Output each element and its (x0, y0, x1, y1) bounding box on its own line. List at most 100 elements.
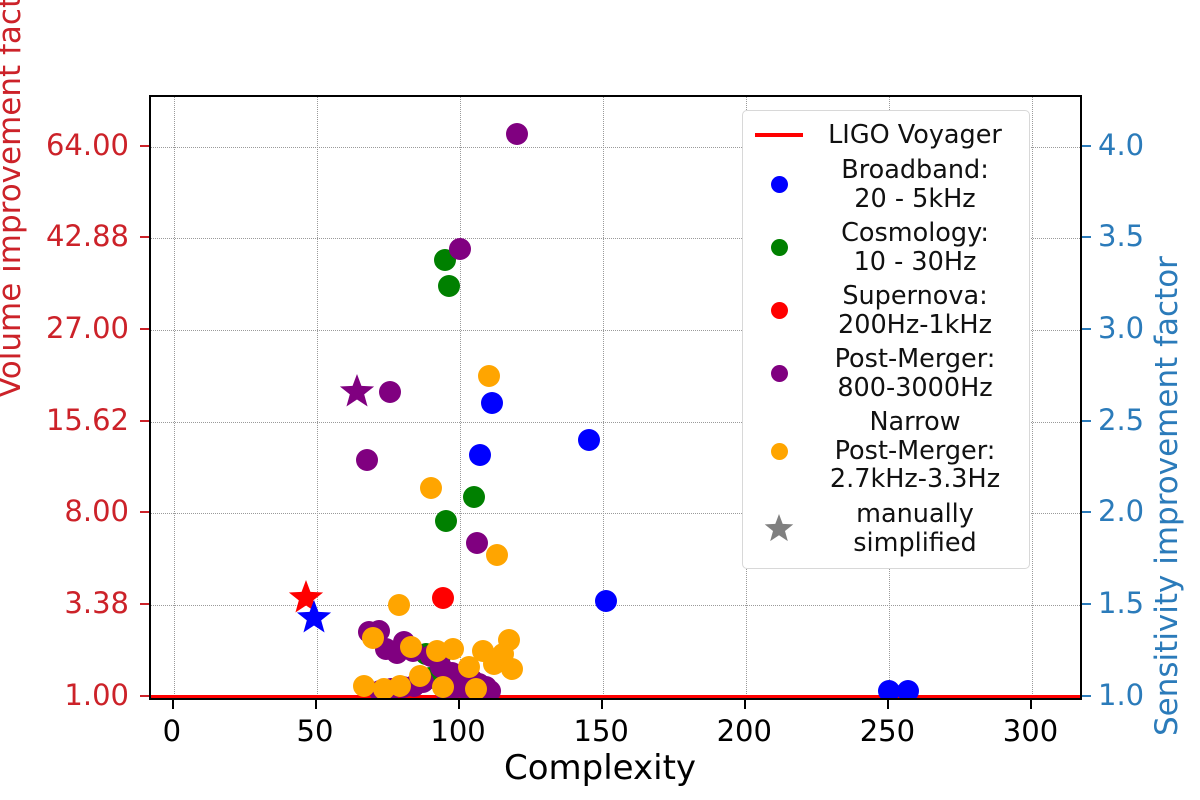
y-axis-left-tick-mark (140, 419, 149, 422)
x-axis-tick-label: 150 (573, 714, 629, 748)
x-axis-tick-mark (1030, 700, 1033, 709)
gridline-vertical (460, 97, 462, 698)
data-point (469, 443, 492, 466)
data-point (378, 381, 401, 404)
ligo-voyager-reference-line (151, 695, 1080, 698)
y-axis-left-tick-label: 15.62 (45, 402, 129, 437)
legend-item-label: Broadband: 20 - 5kHz (841, 155, 989, 214)
data-point (896, 680, 919, 698)
y-axis-left-tick-mark (140, 602, 149, 605)
legend-handle-star-icon (747, 513, 811, 544)
y-axis-left-tick-label: 3.38 (64, 585, 129, 620)
y-axis-right-tick-mark (1082, 511, 1091, 514)
data-point (457, 656, 480, 679)
gridline-vertical (1032, 97, 1034, 698)
gridline-horizontal (151, 329, 1080, 331)
gridline-vertical (603, 97, 605, 698)
legend-dot-swatch (770, 239, 788, 257)
legend-dot-swatch (770, 365, 788, 383)
data-point (878, 680, 901, 698)
legend-item[interactable]: Post-Merger: 800-3000Hz (747, 342, 1025, 405)
data-point (356, 449, 379, 471)
data-point (577, 428, 600, 451)
y-axis-right-tick-label: 1.5 (1098, 585, 1145, 620)
data-point (464, 678, 487, 698)
data-point (486, 544, 509, 567)
x-axis-tick-mark (601, 700, 604, 709)
data-point (426, 639, 449, 662)
y-axis-right-tick-label: 1.0 (1098, 677, 1145, 712)
y-axis-left-tick-mark (140, 327, 149, 330)
y-axis-left-tick-mark (140, 144, 149, 147)
x-axis-tick-mark (314, 700, 317, 709)
y-axis-right-tick-label: 3.5 (1098, 219, 1145, 254)
y-axis-left-tick-mark (140, 511, 149, 514)
legend-handle-dot (747, 239, 811, 257)
legend-handle-dot (747, 176, 811, 194)
data-point-star (288, 579, 324, 616)
gridline-horizontal (151, 146, 1080, 148)
y-axis-right-tick-label: 3.0 (1098, 310, 1145, 345)
data-point (434, 509, 457, 532)
legend-handle-line (747, 133, 811, 137)
x-axis-tick-label: 300 (1002, 714, 1059, 748)
data-point (506, 122, 529, 145)
legend-item[interactable]: Supernova: 200Hz-1kHz (747, 279, 1025, 342)
y-axis-left-tick-mark (140, 694, 149, 697)
y-axis-right-tick-label: 4.0 (1098, 127, 1145, 162)
legend-dot-swatch (770, 302, 788, 320)
y-axis-right-tick-mark (1082, 602, 1091, 605)
data-point (409, 665, 432, 688)
data-point (400, 636, 423, 658)
data-point (420, 476, 443, 499)
data-point (449, 238, 472, 261)
legend-item-label: manually simplified (853, 499, 977, 558)
y-axis-left-tick-label: 1.00 (64, 677, 129, 712)
y-axis-right-tick-mark (1082, 419, 1091, 422)
x-axis-tick-label: 50 (296, 714, 334, 748)
x-axis-tick-label: 0 (162, 714, 182, 748)
y-axis-left-tick-label: 42.88 (45, 219, 129, 254)
x-axis-tick-mark (458, 700, 461, 709)
data-point (431, 676, 454, 698)
legend: LIGO Voyager Broadband: 20 - 5kHz Cosmology… (742, 110, 1030, 570)
legend-handle-dot (747, 365, 811, 383)
y-axis-left-tick-label: 64.00 (45, 127, 129, 162)
legend-item-label: Cosmology: 10 - 30Hz (841, 218, 989, 277)
data-point-star (339, 374, 375, 410)
y-axis-left-tick-mark (140, 236, 149, 239)
y-axis-right-tick-mark (1082, 694, 1091, 697)
x-axis-title: Complexity (503, 748, 697, 788)
legend-dot-swatch (770, 176, 788, 194)
legend-item[interactable]: manually simplified (747, 497, 1025, 560)
data-point (353, 674, 376, 697)
y-axis-left-tick-label: 27.00 (45, 310, 129, 345)
data-point (431, 586, 454, 609)
y-axis-right-tick-label: 2.5 (1098, 402, 1145, 437)
data-point (437, 274, 460, 297)
data-point (483, 652, 506, 675)
legend-item-label: Narrow Post-Merger: 2.7kHz-3.3Hz (829, 407, 1001, 495)
x-axis-tick-label: 250 (859, 714, 916, 748)
y-axis-right-tick-label: 2.0 (1098, 494, 1145, 529)
legend-item[interactable]: Cosmology: 10 - 30Hz (747, 216, 1025, 279)
legend-line-swatch (755, 133, 803, 137)
x-axis-tick-label: 100 (430, 714, 486, 748)
y-axis-right-tick-mark (1082, 144, 1091, 147)
y-axis-right-tick-mark (1082, 327, 1091, 330)
data-point (373, 678, 396, 698)
legend-dot-swatch (770, 442, 788, 460)
x-axis-tick-mark (887, 700, 890, 709)
legend-item[interactable]: Broadband: 20 - 5kHz (747, 153, 1025, 216)
legend-item[interactable]: Narrow Post-Merger: 2.7kHz-3.3Hz (747, 405, 1025, 497)
gridline-vertical (173, 97, 175, 698)
legend-item[interactable]: LIGO Voyager (747, 117, 1025, 153)
x-axis-tick-label: 200 (716, 714, 772, 748)
gridline-horizontal (151, 238, 1080, 240)
data-point (500, 658, 523, 680)
y-axis-left-tick-label: 8.00 (64, 494, 129, 529)
legend-handle-dot (747, 442, 811, 460)
plot-area (151, 97, 1080, 698)
legend-item-label: Post-Merger: 800-3000Hz (834, 344, 996, 403)
x-axis-tick-mark (744, 700, 747, 709)
